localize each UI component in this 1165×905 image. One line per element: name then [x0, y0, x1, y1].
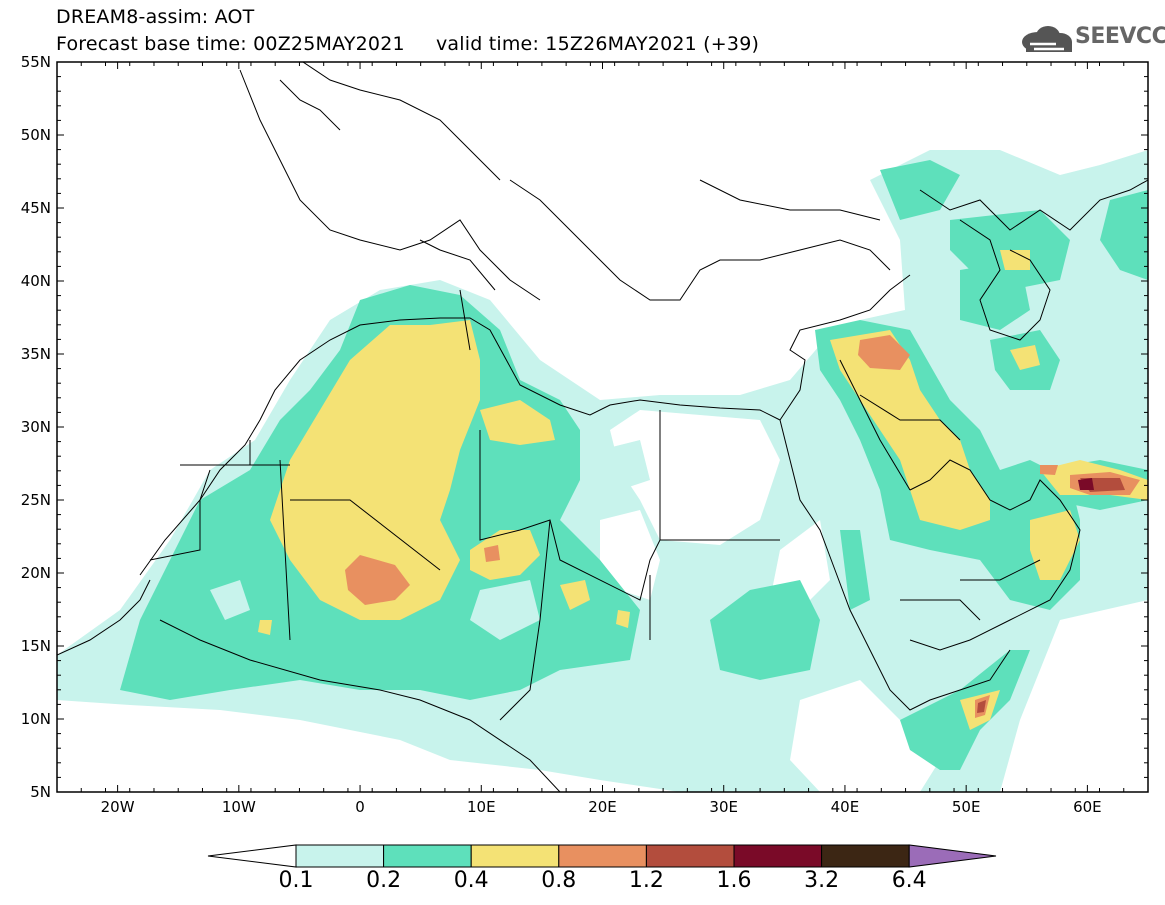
colorbar-segment [295, 844, 385, 868]
lon-tick-label: 30E [709, 798, 738, 816]
lon-tick-label: 10E [467, 798, 496, 816]
colorbar-left-arrow [207, 844, 297, 868]
colorbar-label: 1.2 [629, 868, 664, 893]
title-line-2: Forecast base time: 00Z25MAY2021 valid t… [56, 33, 760, 55]
colorbar: 0.1 0.2 0.4 0.8 1.2 1.6 3.2 6.4 [207, 844, 997, 893]
lat-tick-label: 10N [21, 710, 51, 728]
aot-field [57, 150, 1148, 792]
lon-axis: 20W 10W 0 10E 20E 30E 40E 50E 60E [56, 62, 1149, 816]
colorbar-label: 0.1 [279, 868, 314, 893]
lat-tick-label: 20N [21, 564, 51, 582]
lon-tick-label: 20E [588, 798, 617, 816]
logo-text: SEEVCCC [1075, 24, 1165, 49]
lon-tick-label: 60E [1073, 798, 1102, 816]
aot-level-1-6 [1078, 478, 1094, 490]
lat-tick-label: 55N [21, 53, 51, 71]
colorbar-segment [733, 844, 823, 868]
cloud-icon [1022, 26, 1072, 52]
lat-tick-label: 15N [21, 637, 51, 655]
colorbar-label: 6.4 [892, 868, 927, 893]
colorbar-label: 0.2 [366, 868, 401, 893]
lon-tick-label: 0 [355, 798, 365, 816]
low-aot-gaps [57, 410, 1148, 792]
lon-tick-label: 10W [222, 798, 256, 816]
lat-tick-label: 50N [21, 126, 51, 144]
colorbar-label: 3.2 [804, 868, 839, 893]
colorbar-segment [470, 844, 560, 868]
coastlines-borders [57, 62, 1148, 792]
lat-tick-label: 30N [21, 418, 51, 436]
aot-level-0-1-inner [210, 440, 650, 640]
colorbar-label: 0.4 [454, 868, 489, 893]
seevccc-logo [1022, 26, 1072, 52]
lon-tick-label: 20W [101, 798, 135, 816]
lon-tick-label: 50E [952, 798, 981, 816]
lon-tick-label: 40E [831, 798, 860, 816]
colorbar-segment [645, 844, 735, 868]
lat-tick-label: 5N [30, 783, 51, 801]
colorbar-segment [383, 844, 472, 868]
colorbar-label: 1.6 [717, 868, 752, 893]
lat-axis: 55N 50N 45N 40N 35N 30N 25N 20N 15N 10N 5N [21, 53, 1148, 801]
colorbar-segment [821, 844, 910, 868]
lat-tick-label: 45N [21, 199, 51, 217]
lat-tick-label: 25N [21, 491, 51, 509]
lat-tick-label: 35N [21, 345, 51, 363]
colorbar-segment [558, 844, 647, 868]
colorbar-label: 0.8 [541, 868, 576, 893]
colorbar-right-arrow [908, 844, 997, 868]
lat-tick-label: 40N [21, 272, 51, 290]
title-line-1: DREAM8-assim: AOT [56, 6, 255, 28]
